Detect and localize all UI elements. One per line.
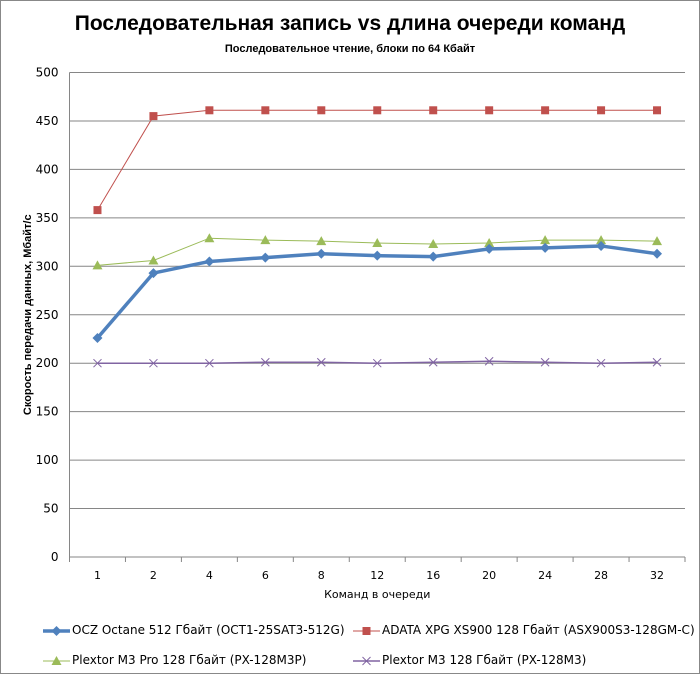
data-point (205, 358, 214, 368)
x-tick-label: 28 (594, 569, 608, 582)
data-point (597, 106, 606, 115)
chart-subtitle: Последовательное чтение, блоки по 64 Кба… (224, 43, 476, 55)
legend-entry: Plextor M3 128 Гбайт (PX-128M3) (382, 653, 587, 667)
x-tick-label: 1 (94, 569, 101, 582)
y-tick-label: 50 (43, 502, 58, 516)
data-point (652, 236, 663, 246)
x-marker-stroke (428, 357, 438, 367)
x-marker-stroke (484, 356, 494, 366)
data-point (372, 250, 383, 261)
y-tick-label: 100 (36, 453, 59, 467)
series-2 (92, 233, 663, 270)
data-point (652, 357, 662, 367)
legend-entry: OCZ Octane 512 Гбайт (OCT1-25SAT3-512G) (72, 623, 345, 637)
data-point (372, 238, 383, 248)
data-point (540, 357, 550, 367)
legend-marker-diamond-icon (51, 626, 62, 636)
y-tick-label: 300 (36, 259, 59, 273)
data-point (316, 236, 327, 246)
data-point (93, 206, 102, 215)
data-point (149, 358, 158, 368)
data-point (204, 233, 215, 243)
y-tick-label: 200 (36, 356, 59, 370)
legend-marker-x-icon (362, 656, 371, 666)
data-point (653, 106, 662, 115)
x-marker-stroke (540, 357, 550, 367)
x-marker-stroke (149, 358, 158, 368)
data-point (429, 106, 438, 115)
x-tick-label: 20 (482, 569, 496, 582)
x-marker-stroke (93, 358, 102, 368)
legend-entry: Plextor M3 Pro 128 Гбайт (PX-128M3P) (72, 653, 307, 667)
y-tick-label: 500 (36, 66, 59, 80)
legend-marker-square-icon (362, 627, 371, 635)
x-marker-stroke (260, 357, 270, 367)
data-point (204, 256, 215, 267)
series-1 (93, 106, 662, 215)
x-tick-label: 4 (206, 569, 213, 582)
x-tick-label: 2 (150, 569, 157, 582)
data-point (540, 235, 551, 245)
y-axis-title: Скорость передачи данных, Мбайт/с (22, 214, 34, 415)
x-tick-label: 6 (262, 569, 269, 582)
x-marker-stroke (362, 656, 371, 666)
x-axis-title: Команд в очереди (324, 588, 430, 601)
x-tick-label: 8 (318, 569, 325, 582)
data-point (205, 106, 214, 115)
data-point (260, 252, 271, 263)
y-tick-label: 0 (51, 550, 59, 564)
data-point (596, 240, 607, 251)
chart-title: Последовательная запись vs длина очереди… (74, 12, 626, 35)
series-line (97, 109, 658, 211)
data-point (261, 106, 270, 115)
data-point (316, 357, 326, 367)
x-marker-stroke (205, 358, 214, 368)
series-3 (93, 356, 662, 368)
data-point (260, 357, 270, 367)
data-point (317, 106, 326, 115)
data-point (540, 242, 551, 253)
y-tick-label: 350 (36, 211, 59, 225)
y-tick-label: 250 (36, 308, 59, 322)
data-point (149, 112, 158, 121)
x-marker-stroke (596, 358, 606, 368)
data-point (373, 106, 382, 115)
y-tick-label: 450 (36, 114, 59, 128)
data-point (428, 357, 438, 367)
data-point (372, 358, 382, 368)
data-point (485, 106, 494, 115)
data-point (596, 235, 607, 245)
data-point (316, 248, 327, 259)
x-tick-label: 12 (370, 569, 384, 582)
data-point (148, 255, 159, 265)
y-tick-label: 400 (36, 162, 59, 176)
data-point (260, 235, 271, 245)
data-point (484, 238, 495, 248)
x-tick-label: 16 (426, 569, 440, 582)
data-point (428, 239, 439, 249)
legend-entry: ADATA XPG XS900 128 Гбайт (ASX900S3-128G… (382, 623, 695, 637)
series-0 (92, 240, 663, 344)
y-tick-label: 150 (36, 405, 59, 419)
x-marker-stroke (372, 358, 382, 368)
data-point (484, 243, 495, 254)
data-point (652, 248, 663, 259)
legend-marker-triangle-icon (51, 656, 62, 665)
data-point (148, 268, 159, 279)
data-point (541, 106, 550, 115)
data-point (93, 358, 102, 368)
data-point (428, 251, 439, 262)
data-point (92, 333, 103, 344)
x-tick-label: 32 (650, 569, 664, 582)
data-point (484, 356, 494, 366)
data-point (92, 260, 103, 270)
x-marker-stroke (316, 357, 326, 367)
x-marker-stroke (652, 357, 662, 367)
x-tick-label: 24 (538, 569, 552, 582)
data-point (596, 358, 606, 368)
